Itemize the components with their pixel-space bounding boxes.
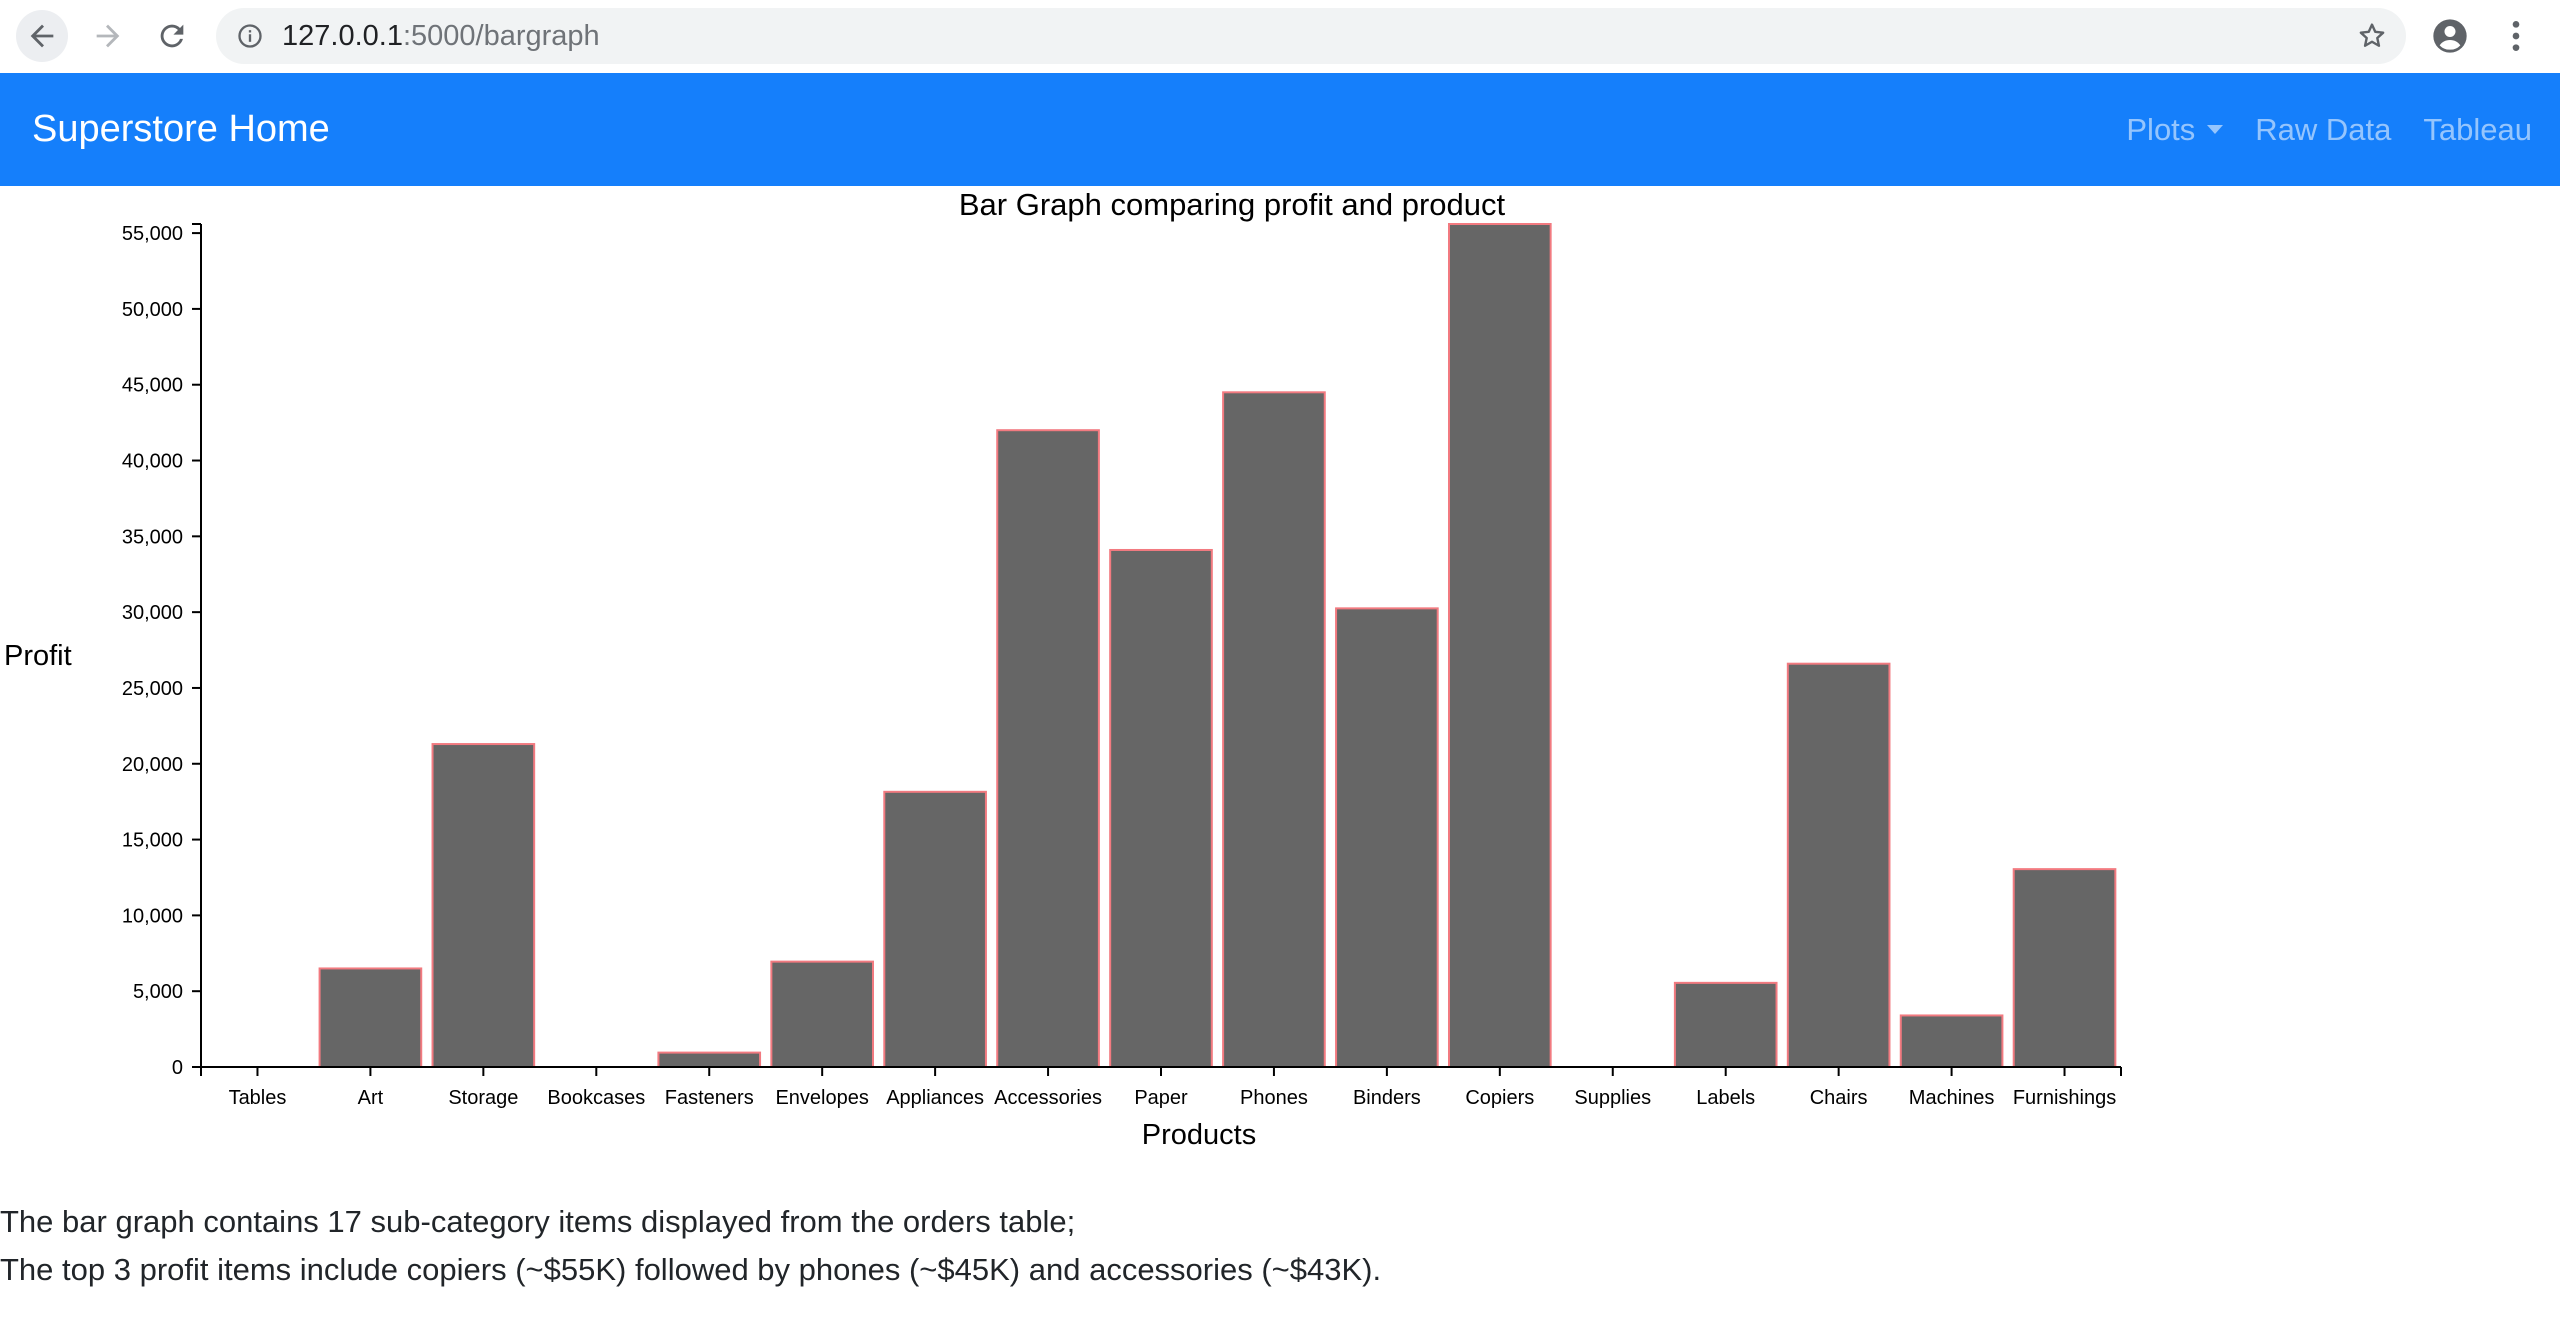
bar-machines [1899, 1014, 2004, 1069]
x-tick-label: Appliances [886, 1087, 984, 1109]
nav-plots-dropdown[interactable]: Plots [2126, 111, 2224, 148]
y-tick-label: 20,000 [122, 754, 183, 776]
x-tick-label: Labels [1696, 1087, 1755, 1109]
y-axis-label: Profit [4, 640, 72, 672]
chart-summary: The bar graph contains 17 sub-category i… [0, 1198, 2560, 1294]
x-tick-label: Machines [1909, 1087, 1995, 1109]
arrow-right-icon [96, 24, 120, 48]
x-tick-label: Storage [448, 1087, 518, 1109]
reload-icon [160, 24, 184, 48]
chart-title: Bar Graph comparing profit and product [959, 187, 1506, 222]
nav-links: Plots Raw Data Tableau [2094, 73, 2532, 186]
star-icon[interactable] [2356, 20, 2388, 52]
y-tick-label: 25,000 [122, 678, 183, 700]
x-axis-label: Products [1142, 1119, 1256, 1151]
x-tick-label: Fasteners [665, 1087, 754, 1109]
browser-toolbar: 127.0.0.1:5000/bargraph [0, 0, 2560, 73]
address-bar[interactable]: 127.0.0.1:5000/bargraph [216, 8, 2406, 64]
app-navbar: Superstore Home Plots Raw Data Tableau [0, 73, 2560, 186]
y-tick-label: 15,000 [122, 830, 183, 852]
bar-binders [1335, 607, 1439, 1068]
x-tick-label: Accessories [994, 1087, 1102, 1109]
bar-appliances [883, 790, 987, 1069]
bar-furnishings [2012, 868, 2117, 1068]
url-path: :5000/bargraph [402, 20, 600, 52]
nav-tableau[interactable]: Tableau [2423, 111, 2532, 147]
bar-copiers [1448, 223, 1552, 1068]
bar-paper [1109, 548, 1213, 1068]
y-tick-label: 45,000 [122, 375, 183, 397]
kebab-menu-icon[interactable] [2496, 16, 2536, 56]
bar-chart-container: Bar Graph comparing profit and product 0 5… [0, 186, 2560, 1166]
y-tick-label: 5,000 [133, 981, 183, 1003]
reload-button[interactable] [146, 10, 198, 62]
nav-raw-data[interactable]: Raw Data [2255, 111, 2392, 147]
url-text[interactable]: 127.0.0.1:5000/bargraph [282, 8, 600, 64]
bar-chairs [1786, 662, 1891, 1068]
x-tick-label: Bookcases [547, 1087, 645, 1109]
y-tick-label: 35,000 [122, 526, 183, 548]
bar-accessories [996, 429, 1100, 1069]
forward-button[interactable] [82, 10, 134, 62]
y-tick-label: 55,000 [122, 223, 183, 245]
bar-labels [1673, 981, 1778, 1069]
x-tick-label: Phones [1240, 1087, 1308, 1109]
x-tick-label: Art [358, 1087, 384, 1109]
x-tick-label: Tables [229, 1087, 287, 1109]
url-host: 127.0.0.1 [282, 20, 403, 52]
caret-down-icon [2207, 125, 2224, 134]
x-tick-label: Envelopes [775, 1087, 868, 1109]
y-tick-label: 30,000 [122, 602, 183, 624]
back-button[interactable] [16, 10, 68, 62]
bar-envelopes [770, 960, 875, 1068]
info-icon[interactable] [236, 22, 264, 50]
account-icon[interactable] [2430, 16, 2470, 56]
x-tick-label: Copiers [1465, 1087, 1534, 1109]
bar-chart: Bar Graph comparing profit and product 0 5… [4, 187, 2122, 1151]
bar-fasteners [657, 1051, 762, 1069]
summary-line-1: The bar graph contains 17 sub-category i… [0, 1204, 1076, 1239]
nav-plots-label: Plots [2126, 111, 2196, 147]
brand-link[interactable]: Superstore Home [32, 108, 330, 150]
y-tick-label: 50,000 [122, 299, 183, 321]
bar-storage [431, 743, 536, 1069]
y-tick-label: 0 [172, 1057, 183, 1079]
summary-line-2: The top 3 profit items include copiers (… [0, 1252, 1382, 1287]
x-tick-label: Supplies [1574, 1087, 1651, 1109]
y-tick-label: 40,000 [122, 451, 183, 473]
y-tick-label: 10,000 [122, 905, 183, 927]
bar-art [318, 967, 423, 1068]
bar-phones [1222, 391, 1326, 1069]
x-tick-label: Binders [1353, 1087, 1421, 1109]
x-tick-label: Furnishings [2013, 1087, 2116, 1109]
arrow-left-icon [30, 24, 54, 48]
x-tick-label: Chairs [1810, 1087, 1868, 1109]
x-tick-label: Paper [1134, 1087, 1188, 1109]
